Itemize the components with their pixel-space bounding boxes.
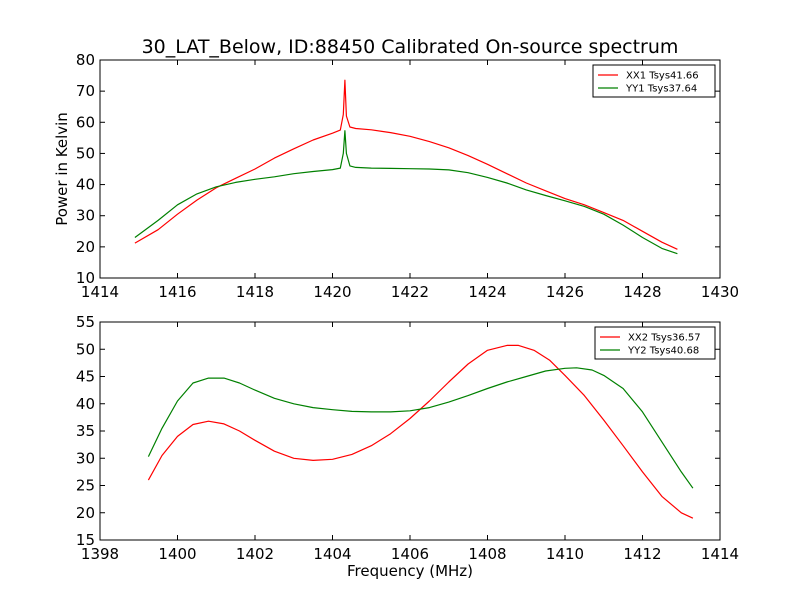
x-tick-label: 1420 xyxy=(313,283,351,301)
legend-label-2: YY1 Tsys37.64 xyxy=(625,84,697,95)
lower-plot: 1398 1400 1402 1404 1406 1408 1410 1412 1414 15 20… xyxy=(76,313,739,580)
x-tick-label: 1422 xyxy=(391,283,429,301)
y-tick-label: 30 xyxy=(76,449,95,467)
y-tick-label: 20 xyxy=(76,504,95,522)
legend-label-1: XX2 Tsys36.57 xyxy=(628,333,701,344)
y-tick-label: 50 xyxy=(76,144,95,162)
y-tick-label: 60 xyxy=(76,113,95,131)
x-tick-label: 1404 xyxy=(313,545,351,563)
y-tick-label: 15 xyxy=(76,531,95,549)
y-tick-label: 30 xyxy=(76,207,95,225)
y-axis-label: Power in Kelvin xyxy=(53,112,71,226)
x-tick-label: 1400 xyxy=(158,545,196,563)
y-tick-label: 40 xyxy=(76,176,95,194)
x-tick-label: 1406 xyxy=(391,545,429,563)
series-line-1 xyxy=(134,79,678,250)
y-tick-label: 45 xyxy=(76,368,95,386)
x-tick-label: 1428 xyxy=(623,283,661,301)
series-line-2 xyxy=(134,130,678,255)
y-tick-label: 70 xyxy=(76,82,95,100)
x-tick-label: 1426 xyxy=(546,283,584,301)
x-tick-label: 1398 xyxy=(81,545,119,563)
x-tick-label: 1402 xyxy=(236,545,274,563)
legend-label-2: YY2 Tsys40.68 xyxy=(627,346,699,357)
y-tick-label: 10 xyxy=(76,269,95,287)
upper-plot: 1414 1416 1418 1420 1422 1424 1426 1428 1430 10 20… xyxy=(53,51,739,301)
y-tick-label: 20 xyxy=(76,238,95,256)
legend: XX1 Tsys41.66 YY1 Tsys37.64 xyxy=(592,64,716,98)
y-tick-label: 25 xyxy=(76,477,95,495)
legend: XX2 Tsys36.57 YY2 Tsys40.68 xyxy=(594,326,716,360)
x-tick-label: 1408 xyxy=(468,545,506,563)
x-tick-label: 1410 xyxy=(546,545,584,563)
x-tick-label: 1414 xyxy=(701,545,739,563)
legend-label-1: XX1 Tsys41.66 xyxy=(626,71,699,82)
x-tick-label: 1412 xyxy=(623,545,661,563)
legend-box xyxy=(592,64,716,98)
legend-box xyxy=(594,326,716,360)
chart-title: 30_LAT_Below, ID:88450 Calibrated On-sou… xyxy=(142,36,679,58)
y-tick-label: 50 xyxy=(76,340,95,358)
y-tick-label: 35 xyxy=(76,422,95,440)
x-tick-label: 1418 xyxy=(236,283,274,301)
x-tick-label: 1416 xyxy=(158,283,196,301)
series-line-2 xyxy=(147,367,694,489)
y-tick-label: 40 xyxy=(76,395,95,413)
x-tick-label: 1414 xyxy=(81,283,119,301)
x-axis-label: Frequency (MHz) xyxy=(347,562,473,580)
y-tick-label: 80 xyxy=(76,51,95,69)
x-tick-label: 1430 xyxy=(701,283,739,301)
x-tick-label: 1424 xyxy=(468,283,506,301)
y-tick-label: 55 xyxy=(76,313,95,331)
